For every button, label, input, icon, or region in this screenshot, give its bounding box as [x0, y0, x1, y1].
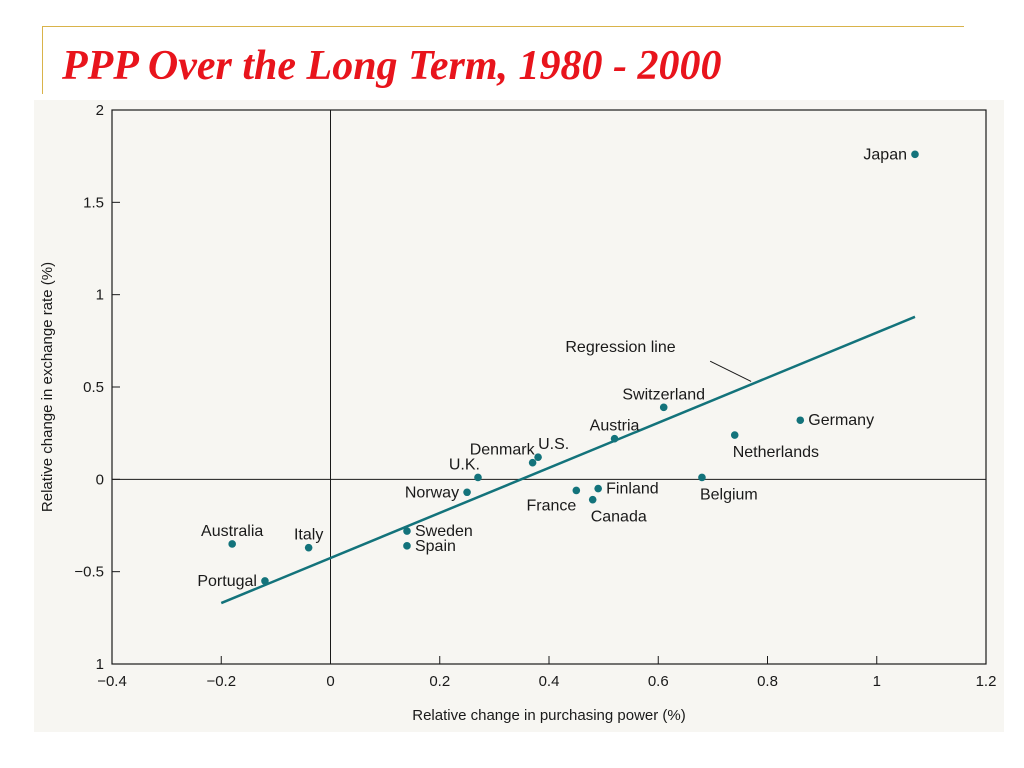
data-point-label: Sweden [415, 523, 473, 540]
data-point [588, 495, 597, 504]
slide-title: PPP Over the Long Term, 1980 - 2000 [62, 43, 722, 89]
data-point-label: Finland [606, 481, 658, 498]
title-accent-vertical-line [42, 26, 43, 94]
x-tick-label: 0.6 [648, 673, 669, 690]
data-point-label: Portugal [197, 573, 257, 590]
y-tick-label: 1 [96, 656, 104, 673]
data-point [659, 403, 668, 412]
data-point-label: Switzerland [622, 386, 705, 403]
x-tick-label: 0.2 [429, 673, 450, 690]
scatter-chart: −0.4 −0.2 0 0.2 0.4 0.6 0.8 1 1.221.510.50−0.51 … [39, 102, 996, 724]
x-tick-label: 1.2 [976, 673, 997, 690]
data-point [610, 434, 619, 443]
x-tick-label: 0 [326, 673, 334, 690]
chart-ticks: −0.4 −0.2 0 0.2 0.4 0.6 0.8 1 1.2 2 1.5 1 0.5 0 −0.5 1 [74, 102, 996, 690]
data-point-label: U.K. [449, 456, 480, 473]
data-point-label: Norway [405, 484, 459, 501]
y-tick-label: 1 [96, 287, 104, 304]
data-point [698, 473, 706, 482]
data-point [796, 416, 805, 425]
data-point-label: Italy [294, 527, 323, 544]
y-tick-label: 0 [96, 471, 104, 488]
x-tick-label: 1 [873, 673, 881, 690]
data-point-label: Netherlands [733, 444, 819, 461]
y-tick-label: 1.5 [83, 194, 104, 211]
y-tick-label: 2 [96, 102, 104, 119]
data-point-label: Canada [591, 509, 647, 526]
data-point-label: Denmark [470, 442, 536, 459]
data-point-label: Spain [415, 538, 456, 555]
x-axis-title: Relative change in purchasing power (%) [412, 707, 685, 724]
data-point-label: Germany [808, 412, 874, 429]
data-point-label: Austria [590, 418, 640, 435]
data-point [228, 540, 236, 548]
data-point [403, 527, 411, 535]
data-point [911, 150, 919, 159]
title-accent-line [42, 26, 964, 27]
x-tick-label: 0.4 [539, 673, 560, 690]
data-point [730, 431, 739, 439]
x-tick-label: 0.8 [757, 673, 778, 690]
data-point [528, 458, 537, 467]
chart-panel: −0.4 −0.2 0 0.2 0.4 0.6 0.8 1 1.2 2 1.5 1 0.5 0 −0.5 1 … [34, 100, 1004, 732]
data-point [463, 488, 471, 497]
data-point-label: U.S. [538, 436, 569, 453]
regression-label-leader [709, 360, 752, 382]
data-point-label: Australia [201, 523, 263, 540]
data-points: Japan Germany Netherlands Switzerland Austri… [197, 146, 919, 590]
data-point [534, 453, 542, 461]
data-point-label: Belgium [700, 486, 758, 503]
regression-line-label: Regression line [565, 339, 675, 356]
y-tick-label: −0.5 [74, 564, 104, 581]
data-point [304, 543, 313, 552]
data-point [261, 577, 269, 585]
data-point-label: France [527, 497, 577, 514]
data-point [594, 484, 602, 493]
data-point [403, 542, 411, 550]
regression-group: Regression line [220, 315, 916, 605]
data-point-label: Japan [863, 146, 907, 163]
data-point [474, 473, 482, 482]
regression-line [220, 315, 916, 605]
y-axis-title: Relative change in exchange rate (%) [39, 262, 56, 512]
x-tick-label: −0.4 [97, 673, 127, 690]
y-tick-label: 0.5 [83, 379, 104, 396]
data-point [572, 486, 581, 495]
x-tick-label: −0.2 [206, 673, 236, 690]
